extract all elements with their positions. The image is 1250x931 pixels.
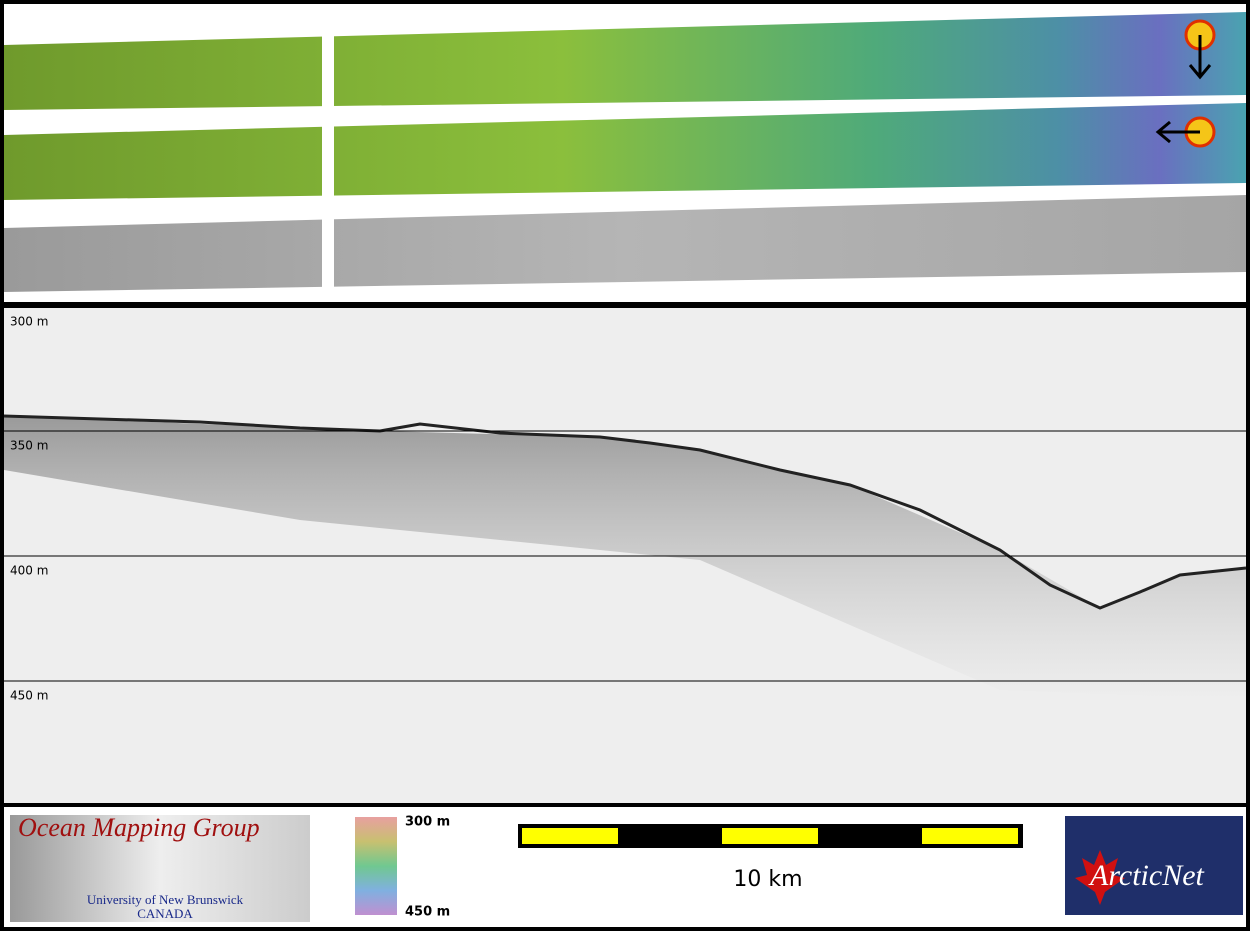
swath-sun-north	[4, 12, 1246, 110]
logo-text: CANADA	[137, 906, 193, 921]
depth-label: 400 m	[10, 564, 48, 578]
subbottom-echo	[4, 416, 1246, 700]
depth-label: 300 m	[10, 315, 48, 329]
color-bar	[355, 817, 397, 915]
depth-label: 450 m	[10, 689, 48, 703]
swath-backscatter	[4, 195, 1246, 292]
sun-icon	[1155, 19, 1216, 148]
logo-text: University of New Brunswick	[87, 892, 244, 907]
legend-label: 300 m	[405, 815, 450, 830]
scale-bar	[518, 824, 1023, 848]
arcticnet-logo: ArcticNet	[1065, 816, 1243, 915]
legend-label: 450 m	[405, 905, 450, 920]
gap	[322, 10, 334, 300]
scale-label: 10 km	[733, 867, 802, 892]
omg-logo: Ocean Mapping Group University of New Br…	[10, 813, 310, 922]
seabed	[3, 414, 1247, 610]
logo-title: Ocean Mapping Group	[18, 813, 260, 842]
depth-lines	[4, 430, 1246, 682]
logo-text: ArcticNet	[1088, 859, 1205, 892]
depth-label: 350 m	[10, 439, 48, 453]
swath-sun-east	[4, 103, 1246, 200]
